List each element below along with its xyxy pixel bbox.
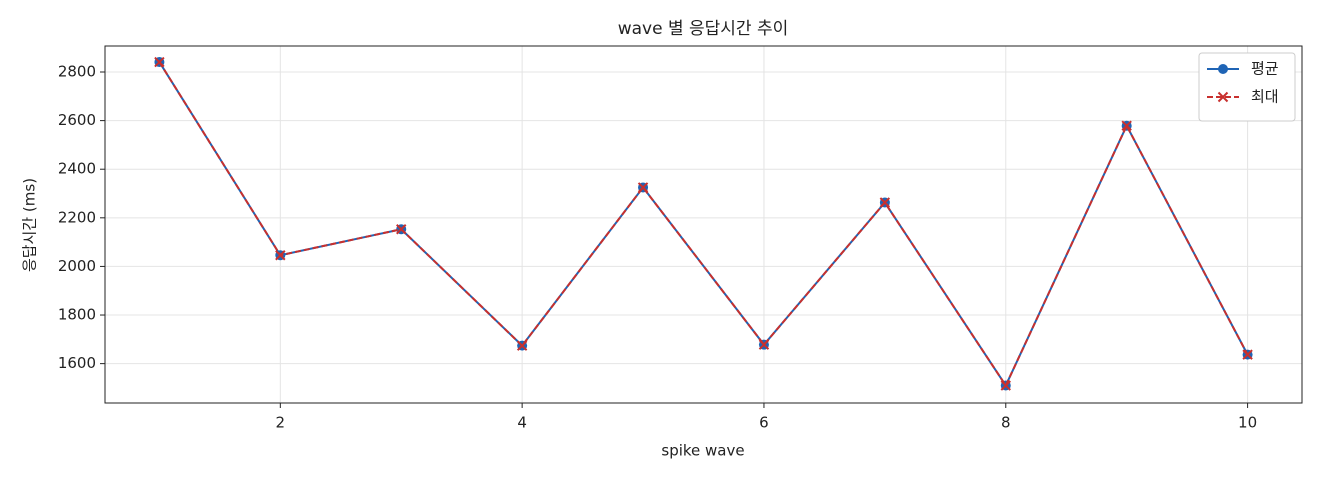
- x-tick-label: 8: [1001, 414, 1011, 432]
- marker: [396, 224, 407, 235]
- legend-marker: [1218, 64, 1228, 74]
- marker: [1121, 120, 1132, 131]
- legend-box: [1198, 52, 1296, 122]
- legend-label: 평균: [1251, 60, 1279, 78]
- marker: [154, 56, 165, 68]
- marker: [1242, 349, 1253, 360]
- marker: [879, 197, 891, 208]
- y-tick-label: 2600: [58, 111, 96, 129]
- marker: [758, 339, 770, 350]
- y-axis-label: 응답시간 (ms): [21, 178, 39, 272]
- x-tick-label: 4: [517, 414, 527, 432]
- x-tick-label: 6: [759, 414, 769, 432]
- y-tick-label: 2400: [58, 160, 96, 178]
- marker: [1000, 380, 1011, 391]
- x-axis-label: spike wave: [661, 442, 744, 460]
- marker: [637, 182, 649, 193]
- marker: [516, 340, 528, 351]
- plot-frame: [104, 45, 1303, 404]
- marker: [275, 250, 286, 261]
- y-tick-label: 1800: [58, 306, 96, 324]
- chart-title: wave 별 응답시간 추이: [618, 19, 789, 39]
- x-tick-label: 2: [276, 414, 286, 432]
- y-tick-label: 2000: [58, 257, 96, 275]
- x-tick-label: 10: [1238, 414, 1257, 432]
- y-tick-label: 2800: [58, 63, 96, 81]
- y-tick-label: 2200: [58, 208, 96, 226]
- series-line: [158, 61, 1249, 388]
- legend-label: 최대: [1251, 88, 1279, 106]
- legend-marker: [1217, 91, 1229, 103]
- y-tick-label: 1600: [58, 354, 96, 372]
- series-line: [158, 61, 1249, 388]
